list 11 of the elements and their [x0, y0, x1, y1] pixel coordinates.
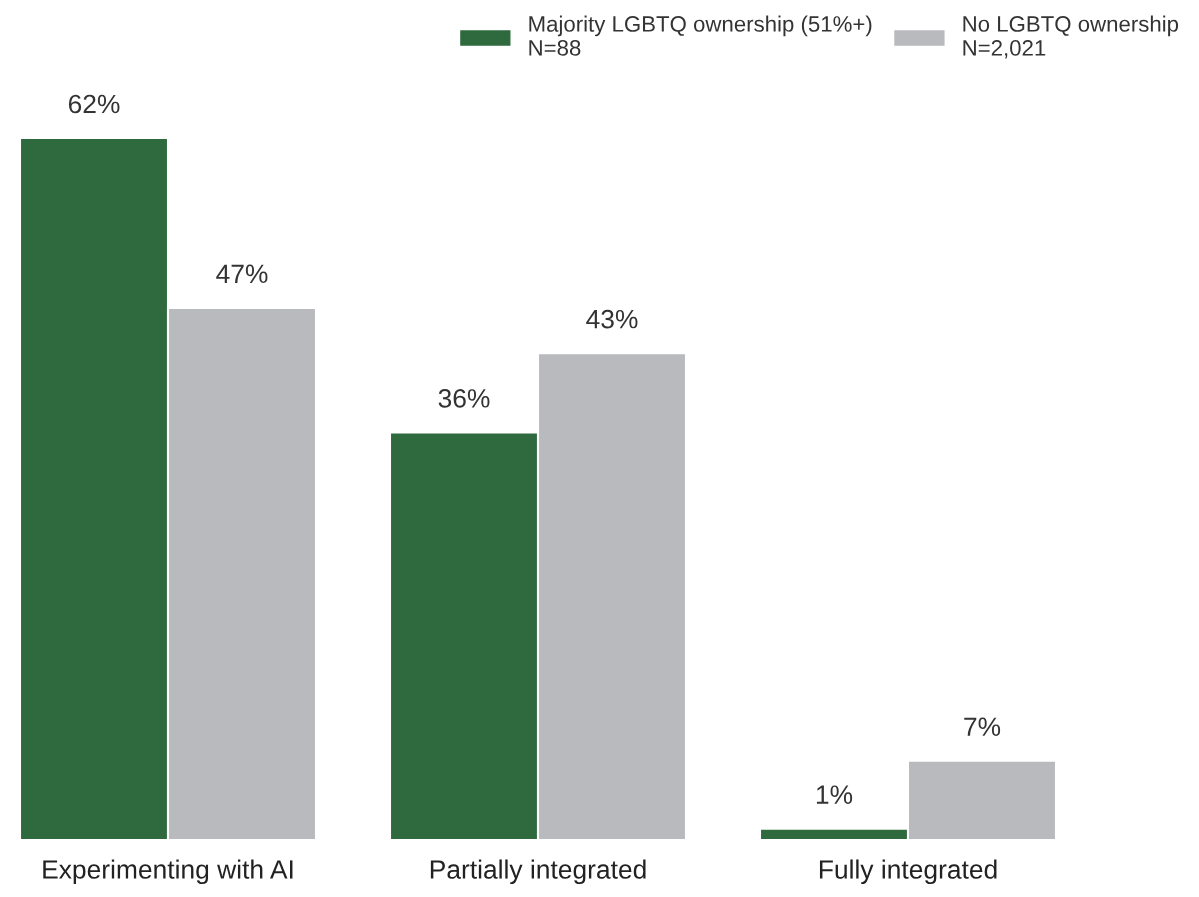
data-label: 36% [438, 389, 490, 408]
data-label: 7% [964, 717, 1001, 736]
data-label: 47% [216, 264, 268, 284]
legend-label: No LGBTQ ownership N=2,021 [963, 15, 1179, 59]
x-tick-label: Partially integrated [430, 859, 646, 885]
data-label: 62% [68, 94, 120, 114]
x-tick-label: Fully integrated [819, 859, 997, 885]
x-tick-label: Experimenting with AI [43, 859, 293, 885]
data-label: 43% [586, 309, 638, 329]
legend-label: Majority LGBTQ ownership (51%+) N=88 [529, 15, 872, 56]
data-label: 1% [816, 785, 853, 804]
